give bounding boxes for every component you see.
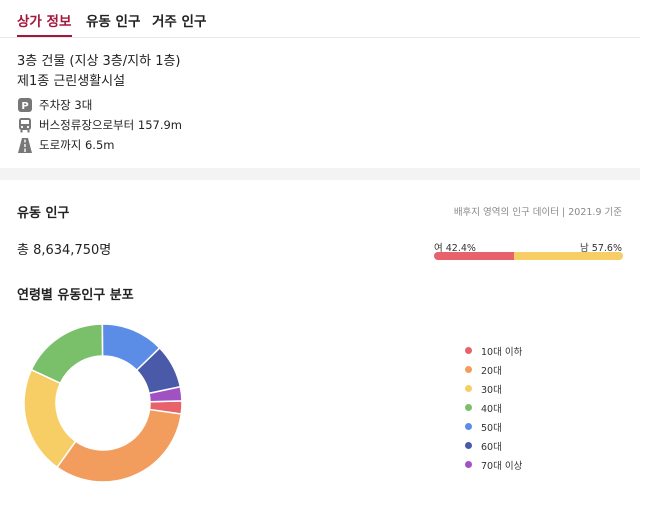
feature-bus-text: 버스정류장으로부터 157.9m [39, 118, 182, 132]
feature-road-text: 도로까지 6.5m [39, 138, 115, 152]
donut-slice-3 [23, 368, 77, 469]
age-distribution-title: 연령별 유동인구 분포 [17, 288, 134, 303]
legend-color-dot [465, 423, 472, 430]
legend-item: 20대 [465, 360, 522, 379]
tab-floating-population[interactable]: 유동 인구 [86, 14, 141, 30]
tab-bar: 상가 정보 유동 인구 거주 인구 [0, 0, 640, 38]
population-title: 유동 인구 [17, 206, 70, 221]
section-divider [0, 168, 640, 180]
age-legend: 10대 이하 20대 30대 40대 50대 60대 70대 이상 [465, 341, 522, 474]
feature-road: 도로까지 6.5m [17, 136, 114, 154]
building-type: 제1종 근린생활시설 [17, 74, 126, 89]
feature-parking-text: 주차장 3대 [39, 98, 93, 112]
legend-label: 40대 [481, 403, 502, 415]
population-total: 총 8,634,750명 [17, 243, 112, 258]
male-ratio-segment [514, 252, 623, 260]
legend-label: 70대 이상 [481, 460, 523, 472]
parking-icon: P [17, 98, 32, 113]
building-floors: 3층 건물 (지상 3층/지하 1층) [17, 54, 181, 69]
donut-slice-2 [56, 408, 183, 483]
legend-label: 30대 [481, 384, 502, 396]
legend-color-dot [465, 442, 472, 449]
legend-item: 10대 이하 [465, 341, 522, 360]
donut-slice-4 [30, 323, 104, 385]
legend-color-dot [465, 385, 472, 392]
donut-slice-7 [148, 385, 183, 403]
feature-parking: P 주차장 3대 [17, 96, 92, 114]
age-donut-chart [23, 323, 183, 483]
legend-item: 70대 이상 [465, 455, 522, 474]
active-tab-underline [17, 35, 72, 37]
feature-bus: 버스정류장으로부터 157.9m [17, 116, 182, 134]
building-info: 3층 건물 (지상 3층/지하 1층) 제1종 근린생활시설 [17, 52, 181, 92]
tab-store-info[interactable]: 상가 정보 [17, 14, 72, 30]
legend-item: 40대 [465, 398, 522, 417]
legend-color-dot [465, 366, 472, 373]
legend-color-dot [465, 404, 472, 411]
legend-label: 60대 [481, 441, 502, 453]
legend-item: 30대 [465, 379, 522, 398]
road-icon [17, 137, 32, 153]
male-ratio-label: 남 57.6% [580, 243, 622, 254]
legend-color-dot [465, 461, 472, 468]
legend-label: 20대 [481, 365, 502, 377]
female-ratio-label: 여 42.4% [434, 243, 476, 254]
svg-text:P: P [21, 101, 28, 112]
legend-item: 50대 [465, 417, 522, 436]
legend-item: 60대 [465, 436, 522, 455]
gender-ratio-bar [434, 252, 623, 260]
bus-icon [17, 117, 32, 133]
tab-resident-population[interactable]: 거주 인구 [152, 14, 207, 30]
female-ratio-segment [434, 252, 515, 260]
population-data-note: 배후지 영역의 인구 데이터 | 2021.9 기준 [453, 207, 622, 218]
legend-label: 10대 이하 [481, 346, 523, 358]
legend-label: 50대 [481, 422, 502, 434]
legend-color-dot [465, 347, 472, 354]
